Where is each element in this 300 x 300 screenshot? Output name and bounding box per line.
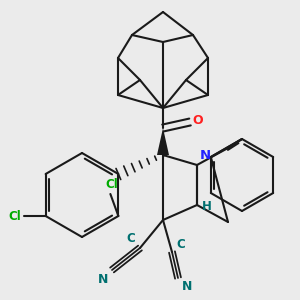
Text: Cl: Cl <box>8 209 21 223</box>
Text: Cl: Cl <box>105 178 118 191</box>
Text: H: H <box>202 200 212 214</box>
Text: N: N <box>200 149 211 162</box>
Text: C: C <box>176 238 185 251</box>
Text: N: N <box>98 273 108 286</box>
Polygon shape <box>157 128 169 155</box>
Text: O: O <box>192 115 202 128</box>
Text: C: C <box>126 232 135 245</box>
Text: N: N <box>182 280 192 293</box>
